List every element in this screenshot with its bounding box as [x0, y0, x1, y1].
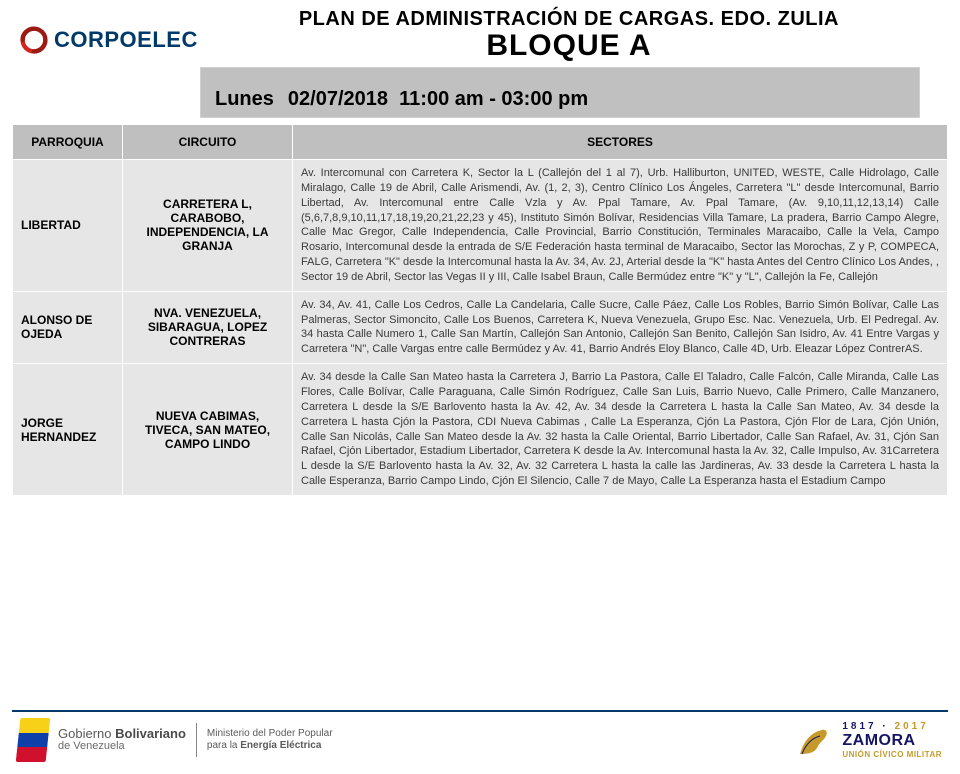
schedule-day: Lunes [215, 88, 274, 110]
schedule-bar: Lunes 02/07/2018 11:00 am - 03:00 pm [200, 67, 920, 118]
title-line2: BLOQUE A [198, 29, 940, 63]
footer-separator [196, 723, 197, 757]
table-header-row: PARROQUIA CIRCUITO SECTORES [13, 125, 948, 160]
title-line1: PLAN DE ADMINISTRACIÓN DE CARGAS. EDO. Z… [198, 8, 940, 31]
footer-left: Gobierno Bolivariano de Venezuela Minist… [18, 718, 333, 762]
gov-line2: de Venezuela [58, 741, 186, 753]
col-parroquia: PARROQUIA [13, 125, 123, 160]
schedule-table: PARROQUIA CIRCUITO SECTORES LIBERTAD CAR… [12, 124, 948, 496]
table-row: LIBERTAD CARRETERA L, CARABOBO, INDEPEND… [13, 160, 948, 292]
gov-text: Gobierno Bolivariano de Venezuela [58, 727, 186, 752]
ministry-line2a: para la [207, 740, 240, 751]
cell-sectores: Av. 34 desde la Calle San Mateo hasta la… [293, 364, 948, 496]
brand-logo: CORPOELEC [20, 26, 198, 54]
schedule-date: 02/07/2018 [288, 88, 388, 110]
col-circuito: CIRCUITO [123, 125, 293, 160]
brand-name: CORPOELEC [54, 27, 198, 53]
cell-parroquia: ALONSO DE OJEDA [13, 291, 123, 363]
ministry-text: Ministerio del Poder Popular para la Ene… [207, 728, 333, 752]
zamora-text: 1817 · 2017 ZAMORA UNIÓN CÍVICO MILITAR [842, 721, 942, 759]
ministry-line1: Ministerio del Poder Popular [207, 728, 333, 740]
header: CORPOELEC PLAN DE ADMINISTRACIÓN DE CARG… [0, 0, 960, 63]
zamora-year2: 2017 [895, 721, 929, 732]
cell-circuito: CARRETERA L, CARABOBO, INDEPENDENCIA, LA… [123, 160, 293, 292]
zamora-year1: 1817 [842, 721, 876, 732]
cell-circuito: NUEVA CABIMAS, TIVECA, SAN MATEO, CAMPO … [123, 364, 293, 496]
cell-parroquia: LIBERTAD [13, 160, 123, 292]
footer: Gobierno Bolivariano de Venezuela Minist… [0, 708, 960, 774]
col-sectores: SECTORES [293, 125, 948, 160]
title-block: PLAN DE ADMINISTRACIÓN DE CARGAS. EDO. Z… [198, 8, 940, 63]
zamora-sub: UNIÓN CÍVICO MILITAR [842, 750, 942, 759]
cell-sectores: Av. 34, Av. 41, Calle Los Cedros, Calle … [293, 291, 948, 363]
cell-parroquia: JORGE HERNANDEZ [13, 364, 123, 496]
table-row: ALONSO DE OJEDA NVA. VENEZUELA, SIBARAGU… [13, 291, 948, 363]
schedule-bar-wrap: Lunes 02/07/2018 11:00 am - 03:00 pm [0, 63, 960, 118]
gov-word2: Bolivariano [115, 726, 186, 741]
ministry-line2b: Energía Eléctrica [240, 740, 321, 751]
table-row: JORGE HERNANDEZ NUEVA CABIMAS, TIVECA, S… [13, 364, 948, 496]
swirl-icon [20, 26, 48, 54]
cell-sectores: Av. Intercomunal con Carretera K, Sector… [293, 160, 948, 292]
cell-circuito: NVA. VENEZUELA, SIBARAGUA, LOPEZ CONTRER… [123, 291, 293, 363]
schedule-time: 11:00 am - 03:00 pm [399, 88, 588, 110]
zamora-icon [794, 720, 834, 760]
footer-right: 1817 · 2017 ZAMORA UNIÓN CÍVICO MILITAR [794, 720, 942, 760]
zamora-name: ZAMORA [842, 732, 942, 750]
flag-icon [16, 718, 51, 762]
